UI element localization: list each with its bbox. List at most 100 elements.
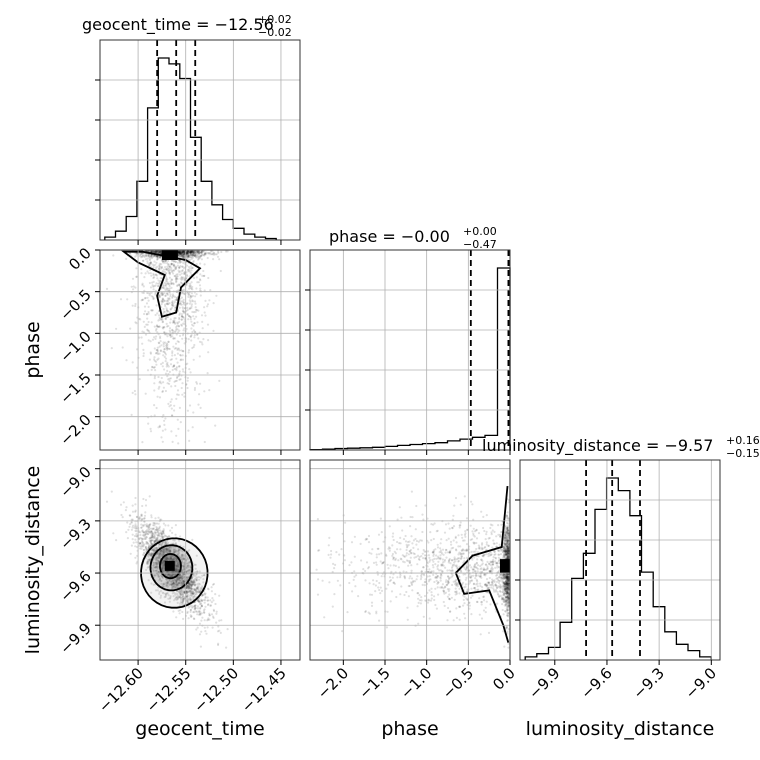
sample-point xyxy=(485,514,488,517)
sample-point xyxy=(487,555,490,558)
sample-point xyxy=(470,587,473,590)
sample-point xyxy=(439,554,442,557)
sample-point xyxy=(173,337,177,340)
sample-point xyxy=(151,263,154,266)
sample-point xyxy=(216,255,220,258)
sample-point xyxy=(494,566,497,570)
sample-point xyxy=(165,278,168,281)
sample-point xyxy=(186,255,189,258)
sample-point xyxy=(340,548,343,551)
sample-point xyxy=(161,300,164,303)
sample-point xyxy=(169,363,173,366)
sample-point xyxy=(212,608,215,612)
sample-point xyxy=(156,534,159,537)
sample-point xyxy=(204,416,207,419)
sample-point xyxy=(463,495,466,498)
sample-point xyxy=(153,358,156,361)
sample-point xyxy=(174,276,178,279)
sample-point xyxy=(156,257,159,260)
sample-point xyxy=(152,272,155,275)
sample-point xyxy=(206,603,210,607)
sample-point xyxy=(187,250,190,253)
sample-point xyxy=(196,252,200,255)
sample-point xyxy=(156,284,160,287)
sample-point xyxy=(158,280,161,283)
sample-point xyxy=(166,316,169,319)
sample-point xyxy=(143,517,146,520)
sample-point xyxy=(157,279,160,282)
sample-point xyxy=(149,262,152,265)
sample-point xyxy=(482,609,486,612)
sample-point xyxy=(191,323,194,326)
sample-point xyxy=(210,590,213,593)
sample-point xyxy=(464,617,467,620)
sample-point xyxy=(398,506,401,509)
sample-point xyxy=(185,264,189,267)
sample-point xyxy=(159,292,163,295)
sample-point xyxy=(174,322,177,325)
sample-point xyxy=(166,348,169,351)
sample-point xyxy=(163,423,166,426)
sample-point xyxy=(188,254,191,257)
sample-point xyxy=(388,549,391,552)
sample-point xyxy=(154,517,157,520)
sample-point xyxy=(175,298,178,301)
sample-point xyxy=(353,535,356,538)
sample-point xyxy=(180,250,183,253)
sample-point xyxy=(188,302,191,305)
sample-point xyxy=(171,329,174,332)
sample-point xyxy=(204,599,207,602)
sample-point xyxy=(333,593,336,596)
sample-point xyxy=(143,312,146,316)
sample-point xyxy=(170,282,173,285)
sample-point xyxy=(179,250,183,253)
sample-point xyxy=(193,254,196,257)
sample-point xyxy=(209,253,212,256)
sample-point xyxy=(155,274,159,277)
sample-point xyxy=(396,518,399,521)
sample-point xyxy=(159,250,162,253)
sample-point xyxy=(176,393,179,396)
sample-point xyxy=(124,509,127,512)
sample-point xyxy=(175,297,178,300)
sample-point xyxy=(158,268,161,271)
sample-point xyxy=(142,320,145,323)
sample-point xyxy=(204,314,207,317)
sample-point xyxy=(431,564,434,567)
sample-point xyxy=(190,281,193,284)
sample-point xyxy=(148,262,151,265)
sample-point xyxy=(174,329,177,332)
sample-point xyxy=(166,345,169,348)
sample-point xyxy=(198,393,201,396)
sample-point xyxy=(164,259,167,262)
sample-point xyxy=(165,282,168,285)
sample-point xyxy=(375,579,378,583)
sample-point xyxy=(196,251,199,254)
sample-point xyxy=(146,250,150,253)
sample-point xyxy=(161,320,164,323)
sample-point xyxy=(178,250,181,253)
sample-point xyxy=(185,251,188,254)
sample-point xyxy=(166,369,169,372)
sample-point xyxy=(162,268,165,271)
sample-point xyxy=(168,285,171,288)
sample-point xyxy=(200,258,203,261)
sample-point xyxy=(202,253,205,256)
sample-point xyxy=(158,251,161,254)
sample-point xyxy=(181,276,184,279)
sample-point xyxy=(175,379,178,382)
sample-point xyxy=(200,314,204,317)
sample-point xyxy=(158,265,161,268)
sample-point xyxy=(424,504,427,507)
sample-point xyxy=(157,250,160,253)
sample-point xyxy=(181,306,184,309)
sample-point xyxy=(169,293,172,296)
sample-point xyxy=(179,251,182,254)
sample-point xyxy=(415,504,418,508)
sample-point xyxy=(182,256,185,259)
sample-point xyxy=(168,273,171,276)
sample-point xyxy=(481,542,484,545)
sample-point xyxy=(156,258,159,261)
sample-point xyxy=(199,254,202,257)
sample-point xyxy=(200,251,203,254)
